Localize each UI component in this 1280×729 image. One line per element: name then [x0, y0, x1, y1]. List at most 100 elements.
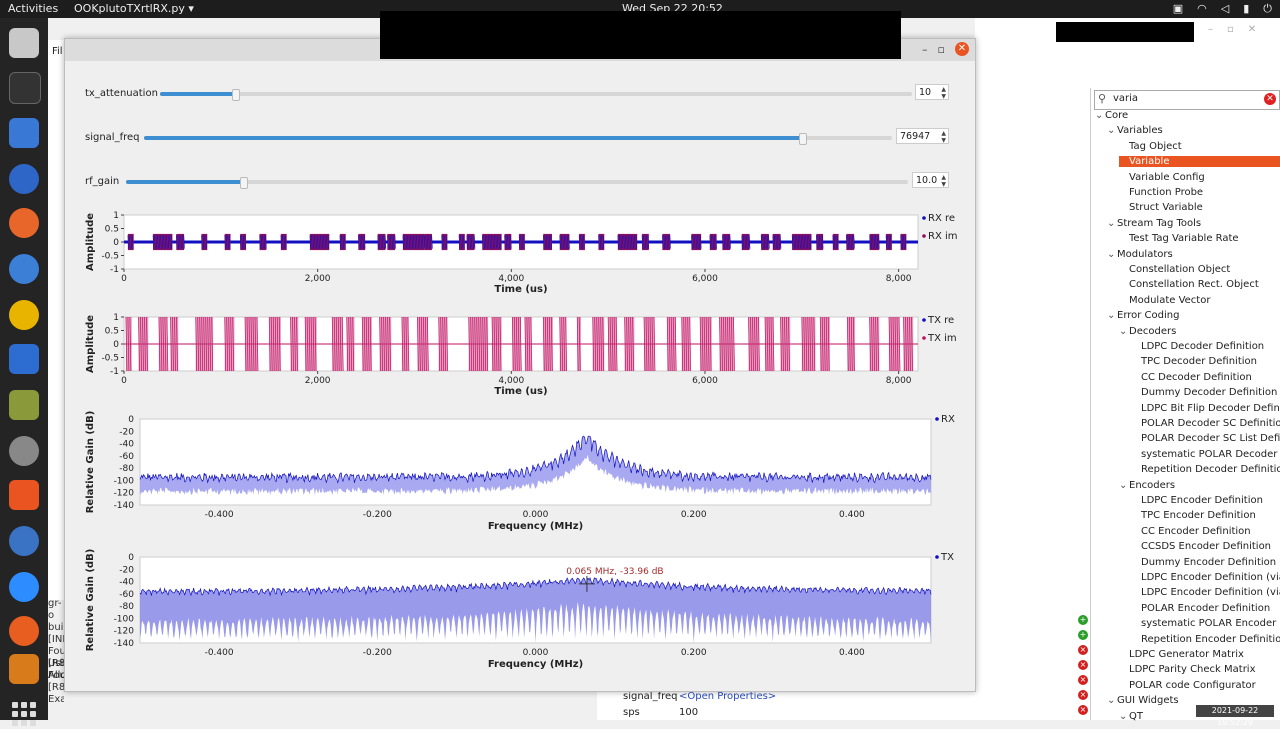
expand-arrow-icon[interactable]: ⌄ — [1119, 325, 1128, 337]
block-tree-item[interactable]: ⌄ QT — [1119, 711, 1143, 722]
text-editor-icon[interactable] — [9, 118, 39, 148]
spinbox-value[interactable]: 10 — [919, 87, 932, 98]
slider-handle[interactable] — [240, 177, 249, 189]
variable-value[interactable]: 100 — [679, 707, 699, 718]
block-tree-item[interactable]: systematic POLAR Decoder SC — [1131, 449, 1280, 460]
files-icon[interactable] — [9, 28, 39, 58]
block-search[interactable]: ⚲ varia ✕ — [1094, 90, 1280, 110]
zoom-icon[interactable] — [9, 572, 39, 602]
expand-arrow-icon[interactable]: ⌄ — [1107, 125, 1116, 137]
spinbox-value[interactable]: 10.0 — [916, 175, 938, 186]
minimize-button[interactable]: – — [922, 42, 928, 56]
slider-handle[interactable] — [799, 133, 808, 145]
battery-icon[interactable]: ▮ — [1243, 2, 1250, 15]
block-tree-item[interactable]: ⌄ Core — [1095, 110, 1128, 121]
grc-maximize-icon[interactable]: ▫ — [1227, 24, 1234, 35]
block-tree-item[interactable]: Repetition Encoder Definition — [1131, 634, 1280, 645]
expand-arrow-icon[interactable]: ⌄ — [1107, 310, 1116, 322]
expand-arrow-icon[interactable]: ⌄ — [1107, 217, 1116, 229]
block-tree-item[interactable]: Dummy Decoder Definition — [1131, 387, 1277, 398]
block-tree-item[interactable]: Modulate Vector — [1119, 295, 1210, 306]
expand-arrow-icon[interactable]: ⌄ — [1107, 248, 1116, 260]
system-tray[interactable]: ▣ ◠ ◁ ▮ ⏻ — [1173, 2, 1272, 16]
block-tree-item[interactable]: ⌄ Error Coding — [1107, 310, 1179, 321]
block-tree-item[interactable]: LDPC Decoder Definition — [1131, 341, 1264, 352]
expand-arrow-icon[interactable]: ⌄ — [1119, 710, 1128, 722]
clear-search-icon[interactable]: ✕ — [1264, 93, 1276, 105]
block-tree-item[interactable]: POLAR code Configurator — [1119, 680, 1256, 691]
grc-window-controls[interactable]: – ▫ ✕ — [1208, 24, 1256, 35]
archive-icon[interactable] — [9, 390, 39, 420]
signal-freq-spinbox[interactable]: 76947 ▲ ▼ — [896, 128, 949, 144]
tx-freq-plot[interactable]: 0 -20 -40 -60 -80 -100 -120 -140 -0.400 -0.200 0.0… — [65, 547, 975, 675]
software-icon[interactable] — [9, 480, 39, 510]
block-tree-item[interactable]: TPC Encoder Definition — [1131, 510, 1256, 521]
grc-minimize-icon[interactable]: – — [1208, 24, 1213, 35]
block-tree-item[interactable]: CCSDS Encoder Definition — [1131, 541, 1271, 552]
tx-attenuation-slider[interactable] — [160, 89, 912, 101]
tx-attenuation-spinbox[interactable]: 10 ▲ ▼ — [915, 84, 949, 100]
block-tree-item[interactable]: Struct Variable — [1119, 202, 1203, 213]
block-tree-item[interactable]: ⌄ GUI Widgets — [1107, 695, 1179, 706]
spin-arrows-icon[interactable]: ▲ ▼ — [941, 86, 946, 100]
block-tree-item[interactable]: LDPC Encoder Definition (via Ge — [1131, 572, 1280, 583]
block-tree-item[interactable]: POLAR Encoder Definition — [1131, 603, 1270, 614]
help-icon[interactable] — [9, 526, 39, 556]
block-tree-item[interactable]: LDPC Encoder Definition — [1131, 495, 1263, 506]
maximize-button[interactable]: ▫ — [937, 42, 945, 56]
rf-gain-slider[interactable] — [126, 177, 908, 189]
zoom-tray-icon[interactable]: ▣ — [1172, 2, 1184, 15]
block-tree-item[interactable]: POLAR Decoder SC Definition — [1131, 418, 1280, 429]
block-tree-item[interactable]: systematic POLAR Encoder Def — [1131, 618, 1280, 629]
block-tree-item[interactable]: ⌄ Modulators — [1107, 249, 1173, 260]
block-tree-item[interactable]: Variable Config — [1119, 172, 1205, 183]
show-apps-icon[interactable] — [12, 702, 36, 726]
block-tree-item[interactable]: Function Probe — [1119, 187, 1203, 198]
firefox-icon[interactable] — [9, 208, 39, 238]
block-tree-item[interactable]: CC Decoder Definition — [1131, 372, 1252, 383]
block-tree-item[interactable]: LDPC Parity Check Matrix — [1119, 664, 1256, 675]
terminal-icon[interactable] — [9, 72, 41, 104]
block-tree-item[interactable]: Constellation Rect. Object — [1119, 279, 1259, 290]
block-tree-item[interactable]: TPC Decoder Definition — [1131, 356, 1257, 367]
block-tree-item[interactable]: POLAR Decoder SC List Definiti — [1131, 433, 1280, 444]
block-tree-item[interactable]: ⌄ Variables — [1107, 125, 1163, 136]
settings-icon[interactable] — [9, 436, 39, 466]
file-menu[interactable]: Fil — [52, 46, 63, 57]
close-button[interactable]: ✕ — [955, 42, 969, 56]
block-tree-item[interactable]: Constellation Object — [1119, 264, 1230, 275]
grc-close-icon[interactable]: ✕ — [1247, 24, 1257, 35]
spin-arrows-icon[interactable]: ▲ ▼ — [941, 174, 946, 188]
block-tree-item[interactable]: LDPC Bit Flip Decoder Definitio — [1131, 403, 1280, 414]
activities-button[interactable]: Activities — [8, 2, 59, 15]
variable-value[interactable]: <Open Properties> — [679, 691, 777, 702]
spinbox-value[interactable]: 76947 — [900, 131, 931, 142]
wifi-tool-icon[interactable] — [9, 654, 39, 684]
app-menu[interactable]: OOKplutoTXrtlRX.py ▾ — [74, 2, 194, 15]
block-tree-item[interactable]: LDPC Encoder Definition (via Pa — [1131, 587, 1280, 598]
block-tree-item[interactable]: ⌄ Decoders — [1119, 326, 1176, 337]
block-tree-item[interactable]: Test Tag Variable Rate — [1119, 233, 1239, 244]
rf-gain-spinbox[interactable]: 10.0 ▲ ▼ — [912, 172, 949, 188]
power-icon[interactable]: ⏻ — [1263, 2, 1272, 15]
block-tree-item[interactable]: Variable — [1119, 156, 1280, 168]
block-tree-item[interactable]: LDPC Generator Matrix — [1119, 649, 1244, 660]
rhythmbox-icon[interactable] — [9, 300, 39, 330]
block-tree-item[interactable]: ⌄ Stream Tag Tools — [1107, 218, 1201, 229]
search-input[interactable]: varia — [1113, 93, 1139, 104]
expand-arrow-icon[interactable]: ⌄ — [1119, 479, 1128, 491]
gnuradio-icon[interactable] — [9, 616, 39, 646]
slider-handle[interactable] — [232, 89, 241, 101]
block-tree-item[interactable]: Repetition Decoder Definition — [1131, 464, 1280, 475]
block-tree-item[interactable]: Tag Object — [1119, 141, 1182, 152]
writer-icon[interactable] — [9, 344, 39, 374]
rx-freq-plot[interactable]: 0 -20 -40 -60 -80 -100 -120 -140 -0.400 -0.200 0.0… — [65, 409, 975, 537]
volume-icon[interactable]: ◁ — [1220, 2, 1230, 15]
signal-freq-slider[interactable] — [144, 133, 892, 145]
browser-icon[interactable] — [9, 164, 39, 194]
expand-arrow-icon[interactable]: ⌄ — [1095, 110, 1104, 121]
block-tree-item[interactable]: Dummy Encoder Definition — [1131, 557, 1276, 568]
block-tree-item[interactable]: CC Encoder Definition — [1131, 526, 1251, 537]
